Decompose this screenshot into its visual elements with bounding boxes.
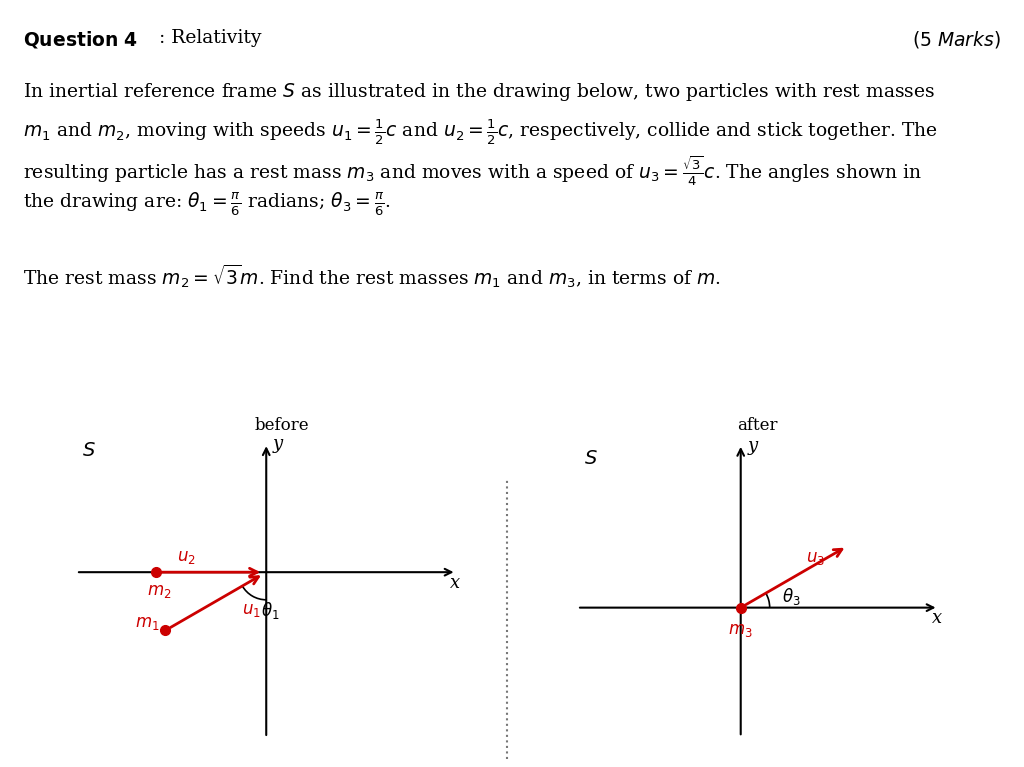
Text: $(5\ \mathit{Marks})$: $(5\ \mathit{Marks})$ xyxy=(912,29,1001,50)
Text: y: y xyxy=(272,436,283,453)
Text: $S$: $S$ xyxy=(82,442,96,459)
Text: $S$: $S$ xyxy=(584,450,598,469)
Text: $\mathbf{Question\ 4}$: $\mathbf{Question\ 4}$ xyxy=(23,29,137,50)
Text: $u_3$: $u_3$ xyxy=(806,550,825,567)
Text: the drawing are: $\theta_1 = \frac{\pi}{6}$ radians; $\theta_3 = \frac{\pi}{6}$.: the drawing are: $\theta_1 = \frac{\pi}{… xyxy=(23,191,390,219)
Text: before: before xyxy=(255,417,309,434)
Text: The rest mass $m_2 = \sqrt{3}m$. Find the rest masses $m_1$ and $m_3$, in terms : The rest mass $m_2 = \sqrt{3}m$. Find th… xyxy=(23,262,720,290)
Text: $m_1$: $m_1$ xyxy=(134,615,159,633)
Text: $u_1$: $u_1$ xyxy=(243,602,261,619)
Text: x: x xyxy=(932,609,942,627)
Text: $\theta_3$: $\theta_3$ xyxy=(781,586,801,607)
Text: $m_3$: $m_3$ xyxy=(728,621,753,639)
Text: $m_1$ and $m_2$, moving with speeds $u_1 = \frac{1}{2}c$ and $u_2 = \frac{1}{2}c: $m_1$ and $m_2$, moving with speeds $u_1… xyxy=(23,117,938,146)
Text: resulting particle has a rest mass $m_3$ and moves with a speed of $u_3 = \frac{: resulting particle has a rest mass $m_3$… xyxy=(23,154,922,188)
Text: : Relativity: : Relativity xyxy=(159,29,261,47)
Text: $m_2$: $m_2$ xyxy=(146,584,171,601)
Text: $u_2$: $u_2$ xyxy=(177,549,196,566)
Text: In inertial reference frame $S$ as illustrated in the drawing below, two particl: In inertial reference frame $S$ as illus… xyxy=(23,81,935,103)
Text: $\theta_1$: $\theta_1$ xyxy=(261,601,280,621)
Text: y: y xyxy=(748,437,758,455)
Text: x: x xyxy=(451,574,461,591)
Text: after: after xyxy=(737,417,778,434)
